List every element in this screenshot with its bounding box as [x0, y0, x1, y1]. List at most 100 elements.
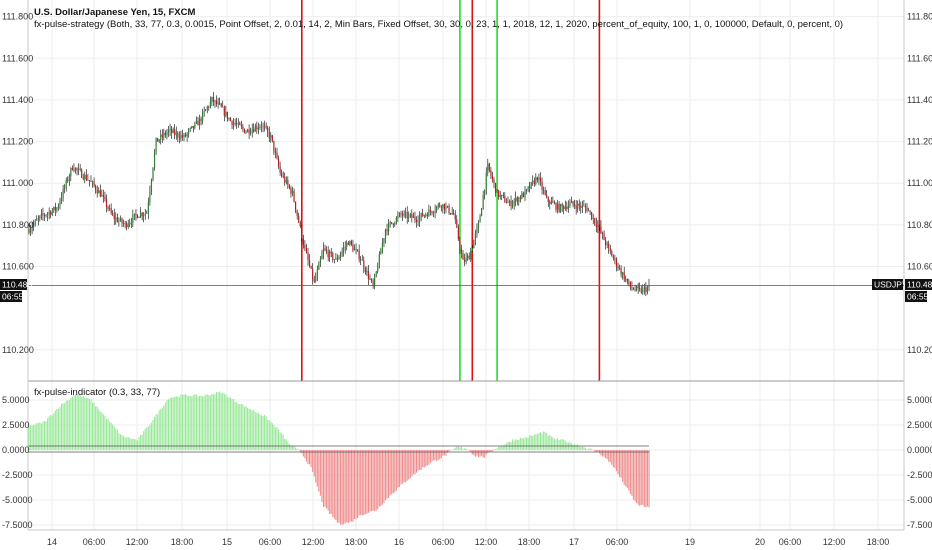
hist-bar-positive — [93, 402, 95, 450]
hist-bar-positive — [278, 429, 280, 450]
hist-bar-positive — [116, 429, 118, 450]
bull-candle — [515, 197, 517, 201]
price-tick-right: 111.600 — [907, 53, 932, 63]
bear-candle — [549, 201, 551, 205]
bull-candle — [172, 129, 174, 133]
hist-bar-negative — [397, 450, 399, 488]
bear-candle — [76, 168, 78, 170]
hist-bar-negative — [333, 450, 335, 519]
hist-bar-negative — [389, 450, 391, 496]
hist-bar-negative — [420, 450, 422, 471]
bear-candle — [594, 218, 596, 224]
hist-bar-positive — [181, 394, 183, 450]
hist-bar-positive — [205, 394, 207, 450]
hist-bar-negative — [330, 450, 332, 514]
bear-candle — [494, 182, 497, 193]
hist-bar-negative — [623, 450, 625, 485]
bull-candle — [388, 223, 390, 232]
bull-candle — [150, 179, 153, 192]
bull-candle — [618, 267, 621, 269]
hist-bar-positive — [526, 437, 528, 450]
bear-candle — [282, 176, 284, 178]
hist-bar-positive — [295, 447, 297, 450]
hist-bar-positive — [126, 437, 128, 450]
hist-bar-positive — [237, 404, 239, 450]
hist-bar-positive — [530, 435, 532, 450]
bear-candle — [171, 128, 173, 133]
hist-bar-positive — [271, 423, 273, 450]
bull-candle — [237, 122, 239, 125]
hist-bar-positive — [222, 392, 224, 450]
hist-bar-positive — [90, 399, 92, 450]
hist-bar-positive — [36, 422, 38, 450]
bull-candle — [487, 163, 489, 173]
hist-bar-positive — [171, 397, 173, 450]
hist-bar-positive — [33, 424, 35, 450]
bull-candle — [474, 233, 476, 241]
hist-bar-positive — [529, 435, 531, 450]
bull-candle — [257, 127, 259, 130]
bull-candle — [535, 177, 537, 184]
hist-bar-positive — [167, 399, 170, 450]
hist-bar-positive — [61, 403, 63, 450]
bear-candle — [367, 270, 370, 279]
indicator-label[interactable]: fx-pulse-indicator (0.3, 33, 77) — [34, 387, 160, 398]
hist-bar-negative — [634, 450, 636, 502]
bear-candle — [332, 253, 334, 260]
bear-candle — [529, 186, 531, 189]
hist-bar-positive — [163, 405, 165, 450]
bear-candle — [248, 129, 250, 134]
bull-candle — [291, 190, 294, 194]
bear-candle — [126, 222, 128, 228]
hist-bar-positive — [519, 437, 521, 450]
bear-candle — [453, 213, 455, 215]
hist-bar-negative — [372, 450, 374, 511]
hist-bar-positive — [563, 439, 565, 450]
bull-candle — [434, 210, 436, 213]
time-tick: 06:00 — [432, 537, 455, 547]
hist-bar-negative — [476, 450, 478, 456]
hist-bar-positive — [521, 437, 523, 450]
hist-bar-positive — [87, 397, 89, 450]
bear-candle — [302, 238, 304, 245]
hist-bar-positive — [78, 395, 80, 450]
bear-candle — [93, 181, 95, 186]
bull-candle — [62, 188, 64, 198]
bull-candle — [622, 272, 624, 275]
price-tick-right: 111.400 — [907, 95, 932, 105]
bull-candle — [146, 213, 148, 214]
bear-candle — [460, 248, 463, 254]
bear-candle — [264, 125, 266, 127]
hist-bar-positive — [265, 416, 267, 450]
bear-candle — [400, 213, 402, 215]
hist-bar-negative — [440, 450, 442, 459]
price-tick-left: 110.600 — [2, 261, 34, 271]
hist-bar-negative — [395, 450, 397, 491]
hist-bar-positive — [53, 413, 55, 450]
bear-candle — [54, 206, 56, 211]
bull-candle — [315, 277, 317, 282]
hist-bar-positive — [549, 434, 551, 450]
hist-bar-positive — [496, 448, 498, 450]
right-time-badge — [905, 291, 927, 302]
hist-bar-positive — [282, 434, 284, 450]
bear-candle — [637, 286, 639, 289]
time-tick: 15 — [222, 537, 232, 547]
bull-candle — [70, 167, 72, 177]
bear-candle — [634, 289, 636, 291]
indicator-tick-left: -5.0000 — [2, 495, 33, 505]
hist-bar-negative — [426, 450, 428, 466]
bull-candle — [381, 243, 383, 252]
hist-bar-negative — [327, 450, 329, 511]
hist-bar-negative — [386, 450, 388, 499]
hist-bar-negative — [425, 450, 427, 467]
bull-candle — [524, 190, 526, 198]
bull-candle — [60, 197, 63, 202]
strategy-label[interactable]: fx-pulse-strategy (Both, 33, 77, 0.3, 0.… — [34, 19, 843, 30]
hist-bar-positive — [62, 403, 64, 450]
time-axis-labels: 14 06:00 12:00 18:00 15 06:00 12:00 18:00 16 06:0… — [47, 537, 889, 547]
hist-bar-negative — [629, 450, 631, 495]
hist-bar-positive — [575, 445, 577, 450]
hist-bar-negative — [411, 450, 413, 477]
bull-candle — [412, 216, 414, 218]
